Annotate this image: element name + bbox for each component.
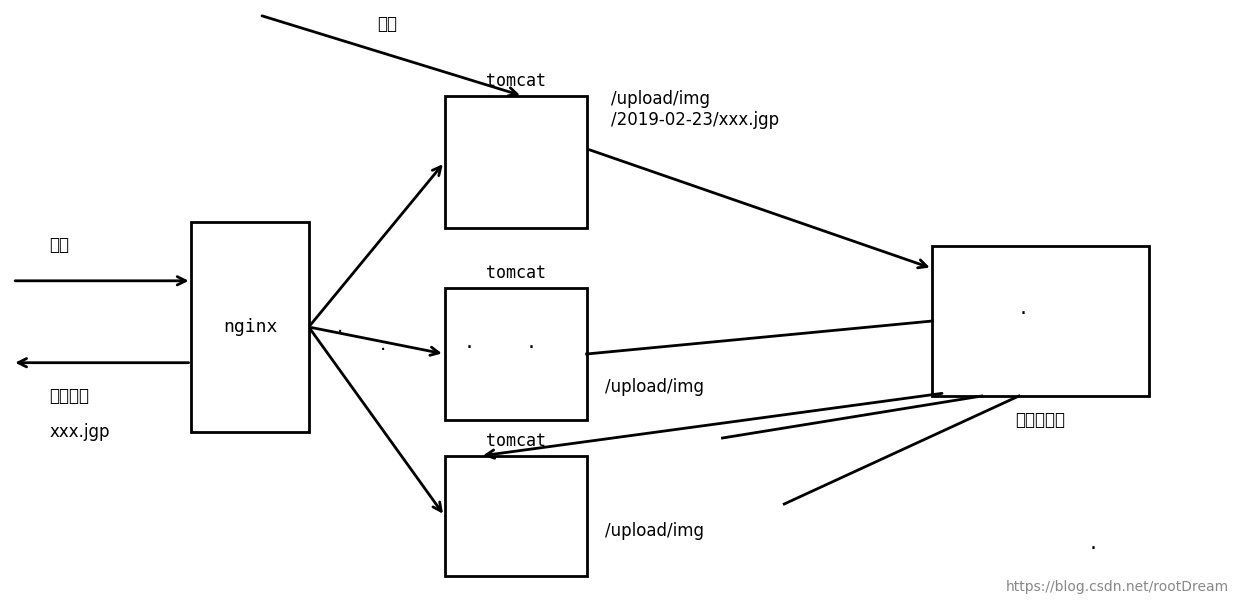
Text: 上传: 上传 (377, 15, 396, 33)
Text: nginx: nginx (222, 318, 278, 336)
Bar (445, 96, 587, 228)
Text: ·: · (466, 338, 473, 358)
Text: tomcat: tomcat (485, 72, 546, 90)
Bar (445, 456, 587, 576)
Bar (445, 288, 587, 420)
Text: ·: · (527, 338, 535, 358)
Bar (932, 246, 1149, 396)
Text: 上传: 上传 (49, 236, 69, 254)
Text: ·: · (1020, 304, 1026, 323)
Text: https://blog.csdn.net/rootDream: https://blog.csdn.net/rootDream (1005, 580, 1229, 594)
Text: /upload/img: /upload/img (605, 378, 704, 396)
Text: tomcat: tomcat (485, 432, 546, 450)
Text: tomcat: tomcat (485, 264, 546, 282)
Bar (191, 222, 309, 432)
Text: ·: · (336, 323, 343, 343)
Text: xxx.jgp: xxx.jgp (49, 422, 110, 440)
Text: /upload/img: /upload/img (605, 522, 704, 540)
Text: /upload/img
/2019-02-23/xxx.jgp: /upload/img /2019-02-23/xxx.jgp (611, 90, 779, 129)
Text: ·: · (379, 341, 387, 361)
Text: ·: · (1089, 539, 1097, 559)
Text: 访问图片: 访问图片 (49, 386, 89, 404)
Text: 文件服务器: 文件服务器 (1015, 411, 1066, 429)
